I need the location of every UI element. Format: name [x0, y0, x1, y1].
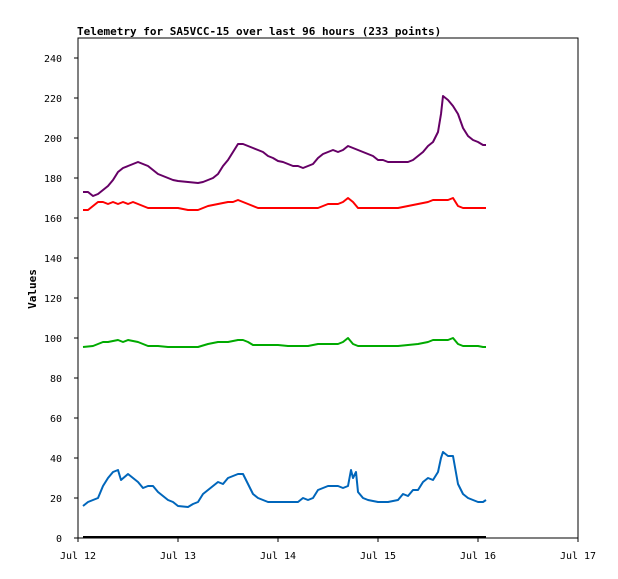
- x-tick-label: Jul 12: [60, 551, 96, 562]
- y-tick-label: 100: [44, 334, 62, 345]
- y-tick-label: 200: [44, 134, 62, 145]
- series-group: [82, 95, 487, 538]
- x-tick-label: Jul 17: [560, 551, 596, 562]
- x-tick-label: Jul 15: [360, 551, 396, 562]
- y-tick-label: 220: [44, 94, 62, 105]
- y-tick-label: 20: [50, 494, 62, 505]
- series-line-2: [83, 197, 486, 211]
- y-tick-label: 60: [50, 414, 62, 425]
- series-line-4: [82, 451, 487, 508]
- x-tick-label: Jul 14: [260, 551, 296, 562]
- plot-area: [77, 37, 579, 539]
- x-tick-label: Jul 13: [160, 551, 196, 562]
- series-line-1: [83, 95, 486, 197]
- x-tick-label: Jul 16: [460, 551, 496, 562]
- y-tick-label: 40: [50, 454, 62, 465]
- series-line-3: [82, 337, 486, 348]
- y-tick-label: 80: [50, 374, 62, 385]
- y-tick-label: 120: [44, 294, 62, 305]
- y-tick-label: 240: [44, 54, 62, 65]
- y-tick-label: 140: [44, 254, 62, 265]
- y-tick-label: 0: [56, 534, 62, 545]
- chart-title: Telemetry for SA5VCC-15 over last 96 hou…: [77, 25, 441, 38]
- y-axis: 0 20 40 60 80 100 120 140 160 180 200 220 240: [44, 54, 78, 545]
- y-tick-label: 180: [44, 174, 62, 185]
- y-tick-label: 160: [44, 214, 62, 225]
- x-axis: Jul 12 Jul 13 Jul 14 Jul 15 Jul 16 Jul 17: [60, 538, 596, 562]
- y-axis-label: Values: [26, 269, 39, 309]
